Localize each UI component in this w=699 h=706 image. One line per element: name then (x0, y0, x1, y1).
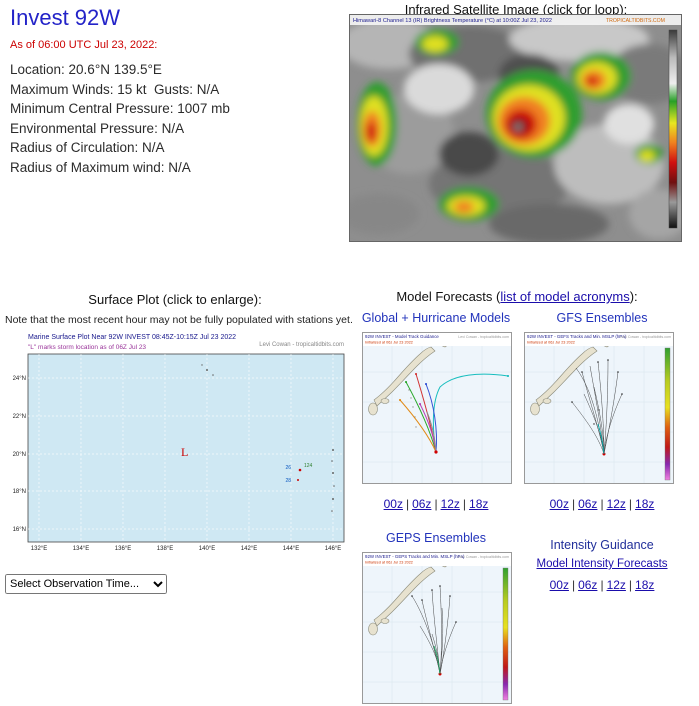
separator: | (600, 497, 604, 511)
model-forecasts-heading-suffix: ): (629, 289, 638, 304)
intensity-12z-link[interactable]: 12z (606, 578, 626, 592)
geps-map-credit: Levi Cowan - tropicaltidbits.com (458, 555, 509, 559)
surface-plot-image[interactable]: Marine Surface Plot Near 92W INVEST 08:4… (6, 330, 348, 570)
separator: | (628, 497, 633, 511)
section-title-global-models: Global + Hurricane Models (361, 311, 511, 325)
global-12z-link[interactable]: 12z (440, 497, 460, 511)
gefs-map-init: Initialized at 06z Jul 23 2022 (527, 341, 575, 345)
geps-map-title: 92W INVEST - GEPS Tracks and Min. MSLP (… (365, 554, 465, 559)
intensity-forecasts-link-row: Model Intensity Forecasts (523, 558, 681, 570)
gefs-map-title: 92W INVEST - GEFS Tracks and Min. MSLP (… (527, 334, 627, 339)
svg-text:146°E: 146°E (325, 546, 341, 552)
svg-text:132°E: 132°E (31, 546, 47, 552)
page-title: Invest 92W (10, 5, 121, 30)
svg-text:142°E: 142°E (241, 546, 257, 552)
geps-map-init: Initialized at 06z Jul 23 2022 (365, 561, 413, 565)
satellite-caption: Himawari-8 Channel 13 (IR) Brightness Te… (353, 18, 552, 24)
detail-radius-max-wind: Radius of Maximum wind: N/A (10, 159, 191, 175)
section-title-intensity-guidance: Intensity Guidance (550, 538, 654, 552)
observation-time-select[interactable]: Select Observation Time... (5, 574, 167, 594)
global-18z-link[interactable]: 18z (469, 497, 489, 511)
section-title-geps-ensembles: GEPS Ensembles (385, 531, 487, 545)
gefs-06z-link[interactable]: 06z (578, 497, 598, 511)
svg-text:138°E: 138°E (157, 546, 173, 552)
gefs-12z-link[interactable]: 12z (606, 497, 626, 511)
detail-max-winds: Maximum Winds: 15 kt Gusts: N/A (10, 81, 220, 97)
islands (201, 364, 335, 512)
station-pressure: 124 (304, 463, 313, 469)
colored-track-segment (597, 423, 605, 455)
model-forecasts-heading: Model Forecasts (list of model acronyms)… (352, 289, 682, 304)
separator: | (434, 497, 438, 511)
colored-track-segment (433, 645, 441, 675)
model-forecasts-heading-prefix: Model Forecasts ( (396, 289, 501, 304)
global-map-title: 92W INVEST - Model Track Guidance (365, 334, 439, 339)
svg-text:22°N: 22°N (13, 414, 26, 420)
y-axis-labels: 24°N 22°N 20°N 18°N 16°N (13, 376, 26, 533)
storm-location-marker: L (181, 445, 188, 459)
x-axis-labels: 132°E 134°E 136°E 138°E 140°E 142°E 144°E 14… (31, 546, 341, 552)
station-temp: 26 (285, 465, 291, 471)
global-00z-link[interactable]: 00z (383, 497, 403, 511)
mslp-colorbar (502, 567, 509, 701)
station-plot: 26 124 28 (285, 463, 312, 484)
satellite-heading: Infrared Satellite Image (click for loop… (404, 2, 628, 17)
intensity-06z-link[interactable]: 06z (578, 578, 598, 592)
detail-min-pressure: Minimum Central Pressure: 1007 mb (10, 101, 230, 116)
cloud-field (339, 17, 689, 244)
surface-map-credit: Levi Cowan - tropicaltidbits.com (259, 342, 344, 348)
model-intensity-forecasts-link[interactable]: Model Intensity Forecasts (536, 558, 668, 570)
separator: | (571, 497, 576, 511)
svg-text:16°N: 16°N (13, 527, 26, 533)
geps-ensembles-thumbnail[interactable]: 92W INVEST - GEPS Tracks and Min. MSLP (… (361, 551, 513, 705)
gefs-time-links: 00z | 06z | 12z | 18z (523, 497, 681, 511)
global-06z-link[interactable]: 06z (412, 497, 432, 511)
model-acronyms-link[interactable]: list of model acronyms (500, 289, 630, 304)
surface-plot-note: Note that the most recent hour may not b… (5, 314, 353, 326)
gefs-00z-link[interactable]: 00z (549, 497, 569, 511)
detail-location: Location: 20.6°N 139.5°E (10, 62, 162, 77)
track-endpoints (399, 373, 509, 454)
surface-map-subtitle: "L" marks storm location as of 06Z Jul 2… (28, 344, 146, 351)
separator: | (571, 578, 576, 592)
section-title-gfs-ensembles: GFS Ensembles (556, 311, 648, 325)
model-tracks (399, 373, 509, 453)
separator: | (462, 497, 467, 511)
detail-radius-circulation: Radius of Circulation: N/A (10, 140, 165, 155)
gfs-ensembles-thumbnail[interactable]: 92W INVEST - GEFS Tracks and Min. MSLP (… (523, 331, 675, 485)
brand-watermark: TROPICALTIDBITS.COM (606, 18, 665, 24)
svg-text:18°N: 18°N (13, 489, 26, 495)
separator: | (628, 578, 633, 592)
svg-text:20°N: 20°N (13, 452, 26, 458)
detail-env-pressure: Environmental Pressure: N/A (10, 120, 185, 136)
storm-details: Location: 20.6°N 139.5°E Maximum Winds: … (10, 60, 230, 177)
gefs-map-credit: Levi Cowan - tropicaltidbits.com (620, 335, 671, 339)
svg-text:136°E: 136°E (115, 546, 131, 552)
global-map-credit: Levi Cowan - tropicaltidbits.com (458, 335, 509, 339)
separator: | (405, 497, 410, 511)
station-temp-2: 28 (285, 478, 291, 484)
ir-colorbar (668, 29, 678, 229)
surface-plot-heading: Surface Plot (click to enlarge): (88, 292, 262, 307)
map-gridlines (28, 354, 344, 542)
mslp-colorbar (664, 347, 671, 481)
ensemble-dots (411, 585, 457, 676)
intensity-18z-link[interactable]: 18z (635, 578, 655, 592)
svg-text:144°E: 144°E (283, 546, 299, 552)
intensity-time-links: 00z | 06z | 12z | 18z (523, 578, 681, 592)
surface-map-title: Marine Surface Plot Near 92W INVEST 08:4… (28, 334, 236, 341)
global-map-init: Initialized at 06z Jul 23 2022 (365, 341, 413, 345)
gefs-18z-link[interactable]: 18z (635, 497, 655, 511)
ensemble-tracks (411, 585, 457, 675)
svg-text:134°E: 134°E (73, 546, 89, 552)
svg-text:24°N: 24°N (13, 376, 26, 382)
intensity-00z-link[interactable]: 00z (549, 578, 569, 592)
global-models-thumbnail[interactable]: 92W INVEST - Model Track Guidance Initia… (361, 331, 513, 485)
satellite-image[interactable]: Himawari-8 Channel 13 (IR) Brightness Te… (339, 14, 689, 244)
separator: | (600, 578, 604, 592)
svg-text:140°E: 140°E (199, 546, 215, 552)
as-of-timestamp: As of 06:00 UTC Jul 23, 2022: (10, 39, 158, 51)
global-models-time-links: 00z | 06z | 12z | 18z (361, 497, 511, 511)
